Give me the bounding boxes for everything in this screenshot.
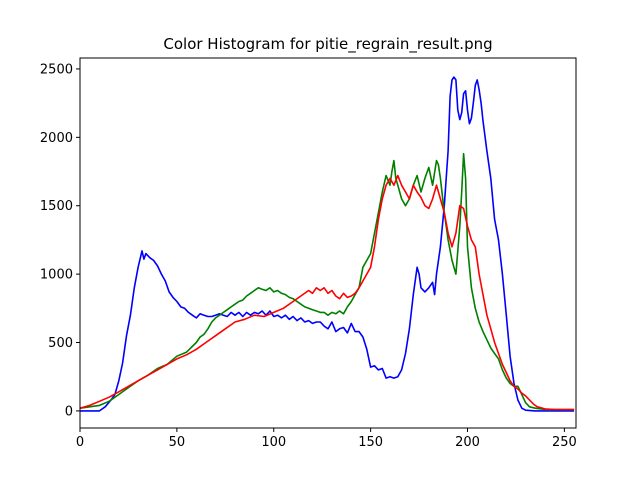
x-tick-label: 100 xyxy=(261,435,286,450)
plot-frame xyxy=(79,57,577,429)
y-tick-label: 500 xyxy=(48,336,73,351)
y-tick-label: 2000 xyxy=(40,131,73,146)
x-tick-label: 50 xyxy=(169,435,186,450)
y-tick-label: 0 xyxy=(65,404,73,419)
series-layer xyxy=(80,76,575,412)
y-tick-label: 2500 xyxy=(40,62,73,77)
chart-title: Color Histogram for pitie_regrain_result… xyxy=(163,35,492,54)
series-line-0 xyxy=(80,76,575,412)
x-tick-label: 150 xyxy=(358,435,383,450)
y-tick-label: 1500 xyxy=(40,199,73,214)
series-line-2 xyxy=(80,174,575,411)
y-axis: 0 500 1000 1500 2000 2500 xyxy=(40,62,80,419)
x-tick-label: 200 xyxy=(455,435,480,450)
y-tick-label: 1000 xyxy=(40,268,73,283)
x-tick-label: 250 xyxy=(552,435,577,450)
x-tick-label: 0 xyxy=(76,435,84,450)
x-axis: 0 50 100 150 200 250 xyxy=(76,428,577,450)
